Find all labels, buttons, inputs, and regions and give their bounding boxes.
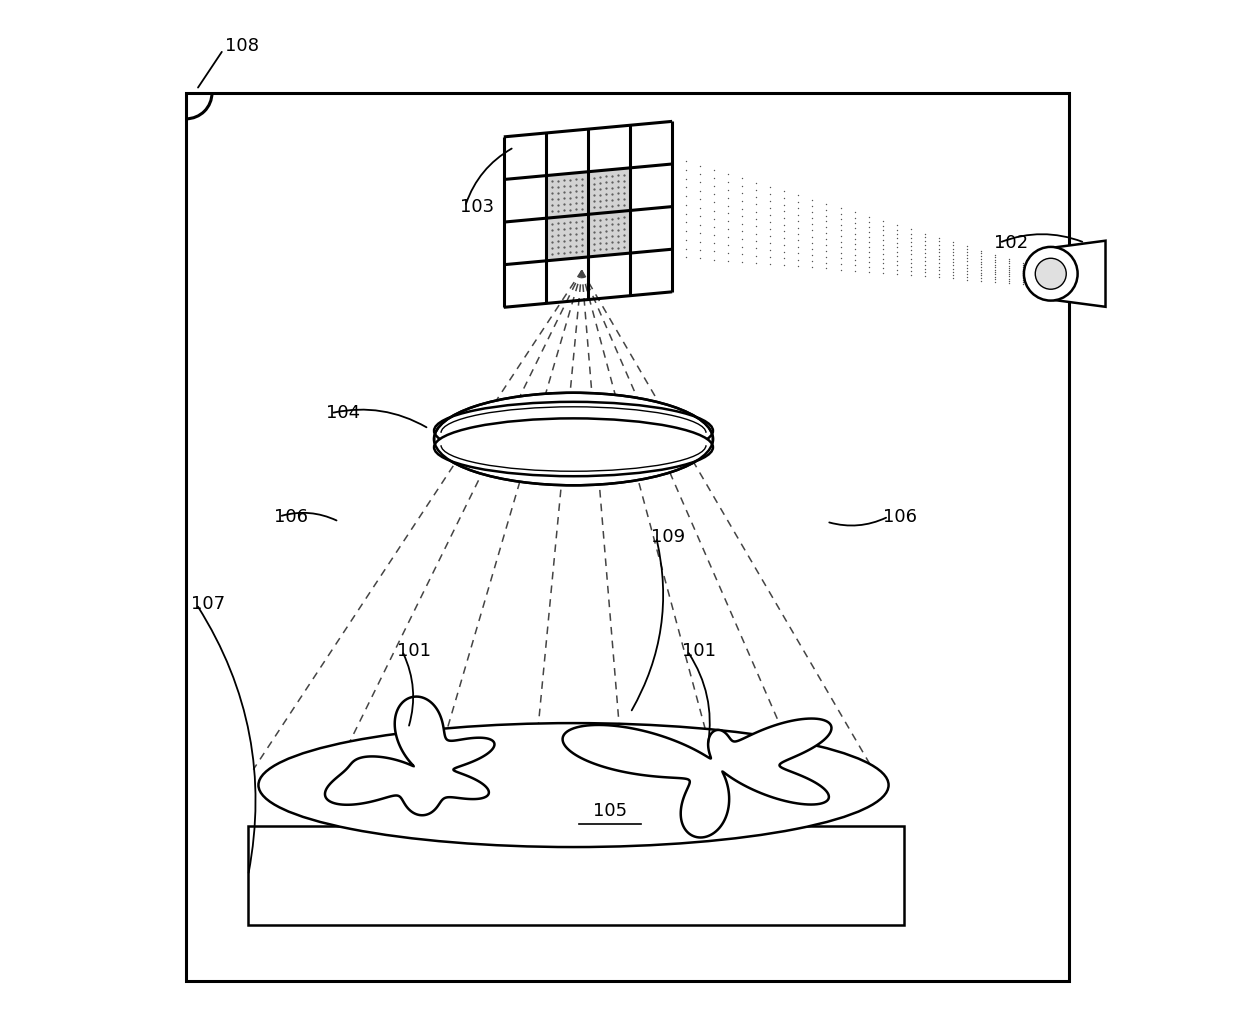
Polygon shape	[546, 214, 588, 260]
Text: 102: 102	[994, 233, 1028, 252]
Text: 107: 107	[191, 595, 226, 614]
Bar	[248, 826, 904, 925]
Text: 106: 106	[274, 507, 308, 526]
Ellipse shape	[258, 723, 889, 847]
Text: 101: 101	[682, 641, 715, 660]
Ellipse shape	[434, 393, 713, 486]
Polygon shape	[588, 211, 630, 257]
Text: 103: 103	[460, 197, 494, 216]
Polygon shape	[546, 171, 588, 218]
Text: 105: 105	[593, 802, 626, 820]
Text: 101: 101	[397, 641, 430, 660]
Circle shape	[1024, 247, 1078, 301]
Bar	[186, 93, 1069, 981]
Polygon shape	[325, 696, 495, 815]
Text: 104: 104	[326, 404, 360, 422]
Circle shape	[1035, 258, 1066, 289]
Text: 106: 106	[883, 507, 918, 526]
Polygon shape	[1050, 241, 1106, 307]
Text: 109: 109	[651, 528, 686, 546]
Text: 108: 108	[226, 37, 259, 56]
Polygon shape	[563, 719, 832, 838]
Polygon shape	[588, 167, 630, 214]
Ellipse shape	[434, 418, 713, 476]
